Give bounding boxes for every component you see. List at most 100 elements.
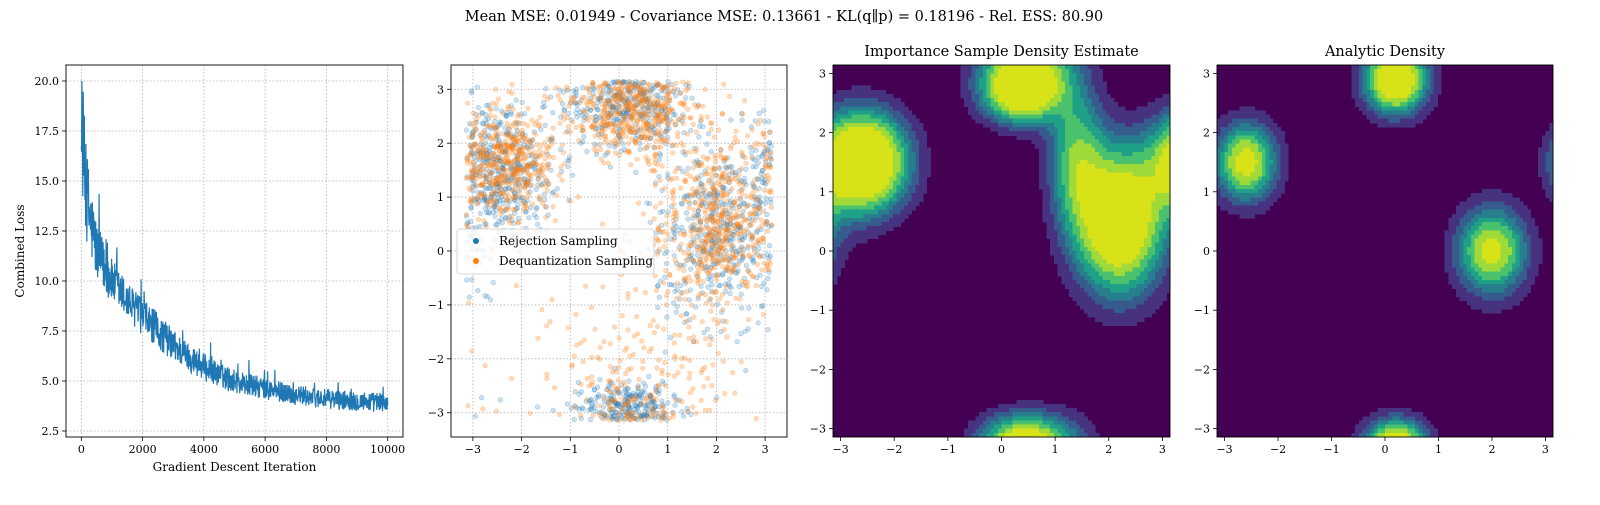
density-cell xyxy=(1151,148,1155,153)
density-cell xyxy=(1069,123,1073,128)
density-cell xyxy=(1058,131,1062,136)
density-cell xyxy=(870,156,874,161)
density-cell xyxy=(837,90,841,95)
scatter-point xyxy=(634,314,639,319)
density-cell xyxy=(1080,73,1084,78)
density-cell xyxy=(893,139,897,144)
density-cell xyxy=(897,168,901,173)
scatter-point xyxy=(504,150,509,155)
density-cell xyxy=(1133,164,1137,169)
scatter-point xyxy=(465,101,470,106)
density-cell xyxy=(1069,65,1073,70)
scatter-point xyxy=(474,144,479,149)
density-cell xyxy=(1091,131,1095,136)
density-cell xyxy=(1016,73,1020,78)
density-cell xyxy=(1069,156,1073,161)
scatter-point xyxy=(631,118,636,123)
density-cell xyxy=(1148,177,1152,182)
scatter-point xyxy=(489,199,494,204)
density-cell xyxy=(1118,144,1122,149)
density-cell xyxy=(1159,139,1163,144)
scatter-point xyxy=(621,142,626,147)
density-cell xyxy=(990,65,994,70)
density-cell xyxy=(960,65,964,70)
density-cell xyxy=(855,94,859,99)
scatter-point xyxy=(578,100,583,105)
density-cell xyxy=(1114,152,1118,157)
density-cell xyxy=(882,115,886,120)
density-cell xyxy=(904,106,908,111)
density-cell xyxy=(1054,69,1058,74)
scatter-point xyxy=(672,253,677,258)
scatter-point xyxy=(509,132,514,137)
density-cell xyxy=(1133,144,1137,149)
density-cell xyxy=(979,69,983,74)
density-cell xyxy=(1148,152,1152,157)
density-cell xyxy=(1088,139,1092,144)
density-cell xyxy=(840,164,844,169)
scatter-point xyxy=(765,229,770,234)
scatter-point xyxy=(740,118,745,123)
density-cell xyxy=(1140,164,1144,169)
density-cell xyxy=(1065,65,1069,70)
density-cell xyxy=(867,102,871,107)
density-cell xyxy=(904,135,908,140)
density-cell xyxy=(987,123,991,128)
scatter-point xyxy=(572,417,577,422)
scatter-point xyxy=(471,131,476,136)
density-cell xyxy=(885,144,889,149)
density-cell xyxy=(1084,94,1088,99)
density-cell xyxy=(1035,73,1039,78)
density-cell xyxy=(900,102,904,107)
density-cell xyxy=(889,131,893,136)
scatter-point xyxy=(682,268,687,273)
density-cell xyxy=(863,172,867,177)
scatter-point xyxy=(503,186,508,191)
scatter-point xyxy=(740,153,745,158)
density-cell xyxy=(1016,82,1020,87)
density-cell xyxy=(1091,144,1095,149)
density-cell xyxy=(1159,148,1163,153)
scatter-point xyxy=(640,339,645,344)
density-cell xyxy=(915,144,919,149)
density-cell xyxy=(837,168,841,173)
scatter-point xyxy=(738,246,743,251)
scatter-point xyxy=(574,343,579,348)
density-cell xyxy=(998,98,1002,103)
scatter-point xyxy=(688,150,693,155)
density-cell xyxy=(837,148,841,153)
density-cell xyxy=(904,164,908,169)
scatter-point xyxy=(582,95,587,100)
density-cell xyxy=(863,106,867,111)
density-cell xyxy=(1133,152,1137,157)
density-cell xyxy=(1002,131,1006,136)
density-cell xyxy=(1080,144,1084,149)
density-cell xyxy=(1024,119,1028,124)
density-cell xyxy=(915,164,919,169)
density-cell xyxy=(1028,119,1032,124)
scatter-point xyxy=(710,201,715,206)
density-cell xyxy=(979,90,983,95)
density-cell xyxy=(848,119,852,124)
density-cell xyxy=(1151,168,1155,173)
density-cell xyxy=(1076,131,1080,136)
density-cell xyxy=(1148,123,1152,128)
scatter-point xyxy=(739,360,744,365)
scatter-point xyxy=(717,319,722,324)
density-cell xyxy=(1088,106,1092,111)
scatter-point xyxy=(744,167,749,172)
density-cell xyxy=(859,110,863,115)
density-cell xyxy=(882,139,886,144)
density-cell xyxy=(833,123,837,128)
density-cell xyxy=(923,172,927,177)
scatter-point xyxy=(470,277,475,282)
density-cell xyxy=(1133,119,1137,124)
density-cell xyxy=(885,115,889,120)
scatter-point xyxy=(591,413,596,418)
density-cell xyxy=(1054,152,1058,157)
density-cell xyxy=(844,152,848,157)
density-cell xyxy=(867,168,871,173)
density-cell xyxy=(1121,127,1125,132)
density-cell xyxy=(1024,115,1028,120)
scatter-point xyxy=(701,124,706,129)
